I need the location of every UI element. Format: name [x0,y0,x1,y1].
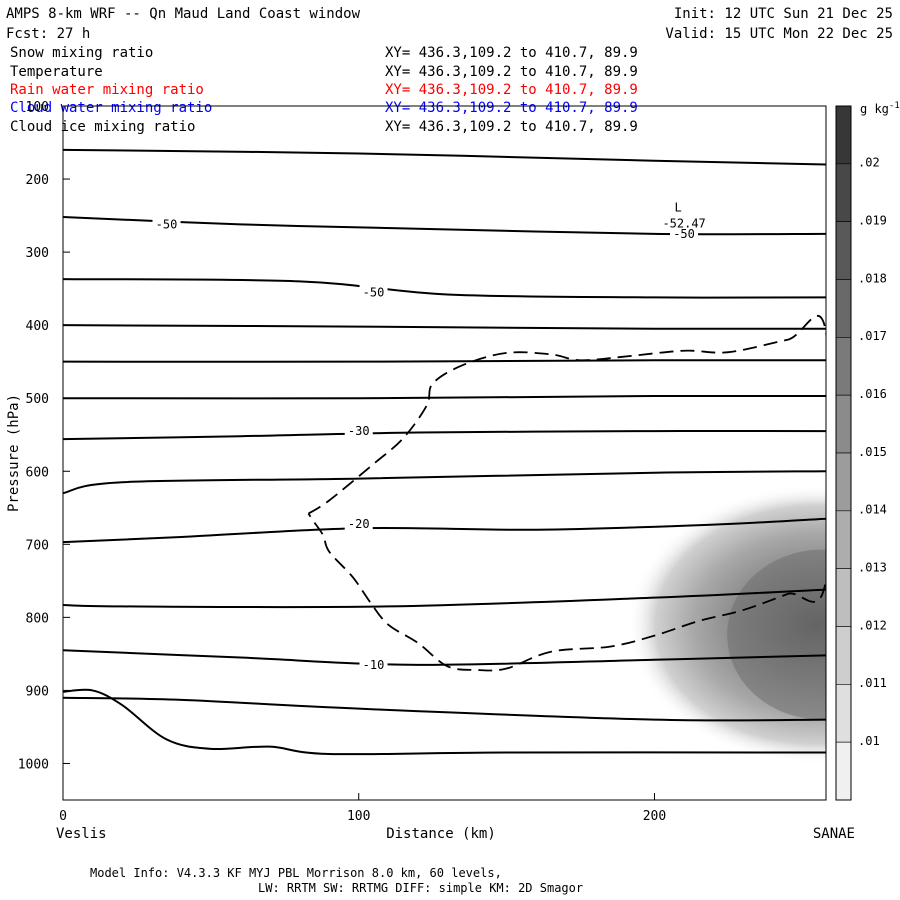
temperature-label-5: -10 [363,658,385,672]
y-tick-label-2: 300 [26,246,49,261]
cloud-ice-contour [307,315,826,672]
field-xy-temperature: XY= 436.3,109.2 to 410.7, 89.9 [385,64,638,80]
field-xy-snow: XY= 436.3,109.2 to 410.7, 89.9 [385,45,638,61]
colorbar-swatch-1 [835,163,852,222]
field-xy-rain: XY= 436.3,109.2 to 410.7, 89.9 [385,82,638,98]
y-tick-label-0: 100 [26,100,49,115]
colorbar-swatch-2 [835,221,852,280]
x-tick-label-2: 200 [643,809,666,824]
colorbar-label-2: .018 [858,271,887,285]
field-name-rain: Rain water mixing ratio [10,82,204,98]
left-station-label: Veslis [56,826,107,842]
isotherm-line-1 [63,216,826,236]
snow-shading [627,484,826,765]
model-info-line2: LW: RRTM SW: RRTMG DIFF: simple KM: 2D S… [258,881,583,895]
temperature-label-0: -50 [156,217,178,231]
colorbar-label-9: .011 [858,676,887,690]
chart-title: AMPS 8-km WRF -- Qn Maud Land Coast wind… [6,6,361,22]
isotherm-line-6 [63,429,826,441]
isotherm-line-8 [63,517,826,544]
colorbar-swatch-3 [835,279,852,338]
colorbar-unit-exponent: -1 [889,101,900,111]
colorbar-frame [835,105,852,801]
temperature-label-1: -50 [673,227,695,241]
colorbar-label-6: .014 [858,503,887,517]
colorbar-swatch-0 [835,105,852,165]
colorbar-swatch-8 [835,568,852,627]
y-tick-label-3: 400 [26,319,49,334]
y-tick-label-1: 200 [26,173,49,188]
colorbar-label-1: .019 [858,214,887,228]
colorbar-label-0: .02 [858,156,880,170]
field-legend: Snow mixing ratio XY= 436.3,109.2 to 410… [10,45,638,135]
colorbar-label-10: .01 [858,734,880,748]
y-tick-label-7: 800 [26,611,49,626]
y-tick-label-6: 700 [26,538,49,553]
colorbar: .02 .019 .018 .017 .016 .015 .014 .013 .012 .011.… [835,105,887,801]
forecast-hour: Fcst: 27 h [6,26,90,42]
init-time: Init: 12 UTC Sun 21 Dec 25 [674,6,893,22]
temperature-labels: -50 -50 -50 -30 -20 -10 [152,216,699,672]
plot-frame [62,105,827,801]
colorbar-label-4: .016 [858,387,887,401]
x-axis: 0 100 200 [59,793,666,824]
temperature-label-3: -30 [348,424,370,438]
right-station-label: SANAE [813,826,855,842]
colorbar-unit-base: g kg [860,102,889,116]
snow-shading-core [727,549,826,720]
x-tick-label-1: 100 [347,809,370,824]
temperature-label-bg-4 [344,515,373,530]
temperature-label-2: -50 [363,285,385,299]
isotherm-line-2 [63,278,826,299]
field-name-temperature: Temperature [10,64,103,80]
isotherm-line-4 [63,359,826,363]
colorbar-swatch-7 [835,510,852,569]
colorbar-swatch-11 [835,741,852,801]
field-name-snow: Snow mixing ratio [10,45,153,61]
temperature-label-bg-1 [670,225,699,240]
temperature-label-bg-5 [359,656,388,671]
model-info-line1: Model Info: V4.3.3 KF MYJ PBL Morrison 8… [90,866,502,880]
colorbar-label-3: .017 [858,329,887,343]
y-tick-label-4: 500 [26,392,49,407]
field-xy-cloud-ice: XY= 436.3,109.2 to 410.7, 89.9 [385,119,638,135]
field-name-cloud-water: Cloud water mixing ratio [10,100,212,116]
isotherm-group [63,148,826,756]
field-xy-cloud-water: XY= 436.3,109.2 to 410.7, 89.9 [385,100,638,116]
isotherm-line-5 [63,394,826,400]
y-tick-label-8: 900 [26,684,49,699]
y-tick-label-5: 600 [26,465,49,480]
isotherm-line-11 [63,696,826,722]
isotherm-line-3 [63,324,826,330]
low-marker-value: -52.47 [662,216,705,230]
valid-time: Valid: 15 UTC Mon 22 Dec 25 [665,26,893,42]
low-marker-symbol: L [675,200,682,214]
colorbar-swatch-5 [835,394,852,454]
colorbar-swatch-10 [835,684,852,743]
colorbar-swatch-4 [835,337,852,396]
y-axis-label: Pressure (hPa) [6,394,22,512]
isotherm-line-7 [63,470,826,495]
temperature-label-bg-0 [152,216,181,231]
isotherm-line-12 [63,688,826,756]
y-tick-label-9: 1000 [18,757,49,772]
isotherm-line-9 [63,588,826,609]
temperature-label-bg-3 [344,423,373,438]
x-axis-label: Distance (km) [386,826,496,842]
temperature-label-4: -20 [348,517,370,531]
temperature-label-bg-2 [359,284,388,299]
field-name-cloud-ice: Cloud ice mixing ratio [10,119,195,135]
colorbar-swatch-6 [835,452,852,512]
colorbar-unit: g kg-1 [860,101,900,116]
x-tick-label-0: 0 [59,809,67,824]
colorbar-label-8: .012 [858,618,887,632]
colorbar-swatch-9 [835,626,852,685]
isotherm-line-10 [63,649,826,666]
colorbar-label-5: .015 [858,445,887,459]
colorbar-label-7: .013 [858,561,887,575]
isotherm-line-0 [63,148,826,166]
y-axis: 100 200 300 400 500 600 700 800 900 1000 [18,100,70,772]
